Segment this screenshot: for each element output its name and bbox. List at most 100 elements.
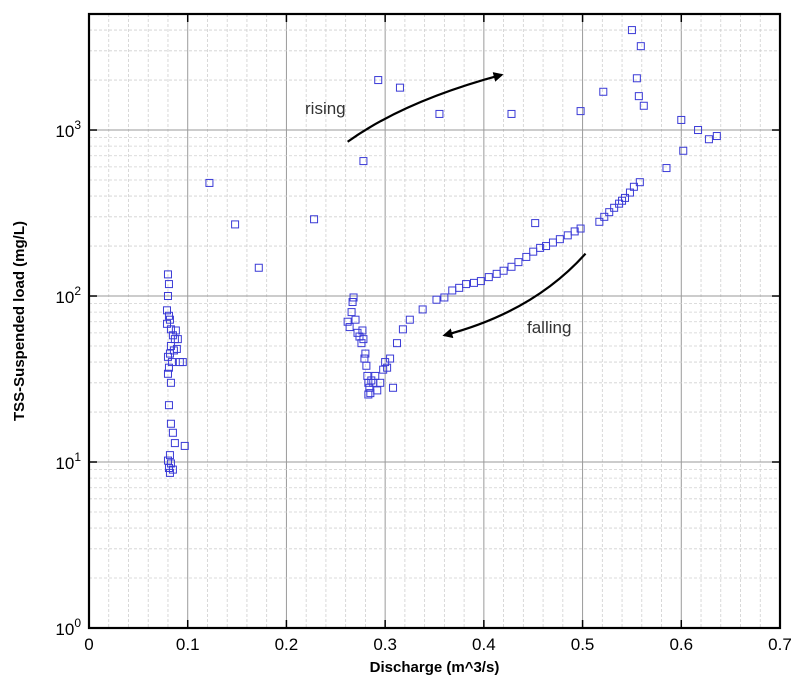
data-point (345, 323, 354, 332)
data-point (166, 419, 175, 428)
x-axis-title: Discharge (m^3/s) (370, 659, 500, 676)
falling-arrow (442, 252, 587, 339)
data-point (163, 270, 172, 279)
data-point (364, 390, 373, 399)
data-point (348, 298, 357, 307)
data-point (548, 238, 557, 247)
data-point (166, 341, 175, 350)
y-axis-title: TSS-Suspended load (mg/L) (11, 221, 28, 421)
annotation-arrows (346, 72, 587, 339)
data-point (166, 378, 175, 387)
grid (89, 14, 780, 628)
data-point (167, 358, 176, 367)
data-point (358, 326, 367, 335)
y-tick-label: 103 (55, 118, 81, 141)
data-point (164, 401, 173, 410)
data-point (418, 305, 427, 314)
data-point (522, 252, 531, 261)
data-point (484, 273, 493, 282)
data-point (492, 269, 501, 278)
data-point (357, 339, 366, 348)
data-point (694, 126, 703, 135)
data-point (576, 107, 585, 116)
data-point (576, 224, 585, 233)
data-points (162, 26, 721, 477)
data-point (361, 349, 370, 358)
data-point (173, 335, 182, 344)
data-point (536, 243, 545, 252)
data-point (704, 135, 713, 144)
data-point (570, 227, 579, 236)
data-point (347, 308, 356, 317)
data-point (163, 369, 172, 378)
data-point (164, 363, 173, 372)
data-point (364, 378, 373, 387)
data-point (371, 371, 380, 380)
data-point (499, 266, 508, 275)
data-point (662, 164, 671, 173)
data-point (343, 317, 352, 326)
data-point (507, 262, 516, 271)
data-point (610, 203, 619, 212)
y-tick-label: 102 (55, 284, 81, 307)
x-tick-label: 0.6 (669, 635, 693, 654)
y-tick-label: 100 (55, 616, 81, 639)
data-point (629, 182, 638, 191)
tick-labels: 0 0.1 0.2 0.3 0.4 0.5 0.6 0.7 100 101 102 103 (55, 118, 791, 654)
x-tick-label: 0.7 (768, 635, 792, 654)
x-tick-label: 0.3 (373, 635, 397, 654)
data-point (599, 87, 608, 96)
x-tick-label: 0.2 (275, 635, 299, 654)
data-point (170, 439, 179, 448)
data-point (432, 295, 441, 304)
data-point (166, 459, 175, 468)
data-point (164, 280, 173, 289)
data-point (605, 208, 614, 217)
data-point (615, 199, 624, 208)
data-point (392, 339, 401, 348)
data-point (563, 231, 572, 240)
data-point (165, 315, 174, 324)
data-point (679, 146, 688, 155)
data-point (171, 326, 180, 335)
data-point (351, 315, 360, 324)
data-point (635, 178, 644, 187)
data-point (376, 378, 385, 387)
data-point (462, 280, 471, 289)
x-tick-label: 0.5 (571, 635, 595, 654)
data-point (389, 383, 398, 392)
data-point (398, 325, 407, 334)
data-point (162, 306, 171, 315)
data-point (627, 26, 636, 35)
data-point (621, 193, 630, 202)
data-point (373, 386, 382, 395)
data-point (205, 178, 214, 187)
data-point (349, 293, 358, 302)
data-point (469, 278, 478, 287)
data-point (476, 277, 485, 286)
data-point (254, 263, 263, 272)
plot-frame (87, 12, 782, 630)
data-point (172, 344, 181, 353)
data-point (165, 468, 174, 477)
rising-label: rising (305, 99, 346, 118)
data-point (405, 315, 414, 324)
data-point (362, 361, 371, 370)
data-point (231, 220, 240, 229)
data-point (632, 74, 641, 83)
data-point (383, 363, 392, 372)
data-point (600, 212, 609, 221)
data-point (163, 292, 172, 301)
data-point (677, 115, 686, 124)
data-point (712, 132, 721, 141)
data-point (595, 217, 604, 226)
data-point (386, 354, 395, 363)
data-point (555, 235, 564, 244)
data-point (440, 293, 449, 302)
data-point (639, 101, 648, 110)
data-point (165, 451, 174, 460)
data-point (514, 258, 523, 267)
data-point (359, 157, 368, 166)
data-point (395, 83, 404, 92)
data-point (168, 428, 177, 437)
